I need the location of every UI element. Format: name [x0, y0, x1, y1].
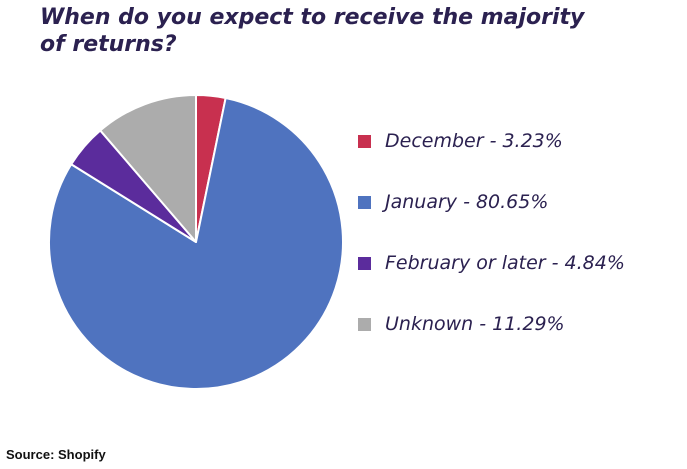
legend-swatch-unknown [358, 317, 371, 331]
legend-swatch-february-or-later [358, 256, 371, 270]
source-note: Source: Shopify [6, 447, 106, 462]
chart-title-line-2: of returns? [40, 32, 177, 57]
legend-label-january: January - 80.65% [385, 191, 549, 213]
legend-item-unknown: Unknown - 11.29% [358, 313, 565, 335]
legend-item-december: December - 3.23% [358, 130, 563, 152]
chart-title: When do you expect to receive the majori… [40, 4, 600, 58]
chart-title-line-1: When do you expect to receive the majori… [40, 5, 585, 30]
legend-label-unknown: Unknown - 11.29% [385, 313, 565, 335]
legend-label-december: December - 3.23% [385, 130, 563, 152]
legend-swatch-december [358, 134, 371, 148]
legend-item-february-or-later: February or later - 4.84% [358, 252, 625, 274]
legend-swatch-january [358, 195, 371, 209]
legend-item-january: January - 80.65% [358, 191, 548, 213]
pie-slice-unknown [99, 94, 197, 243]
legend-label-february-or-later: February or later - 4.84% [385, 252, 625, 274]
pie-slice-january [48, 97, 344, 390]
